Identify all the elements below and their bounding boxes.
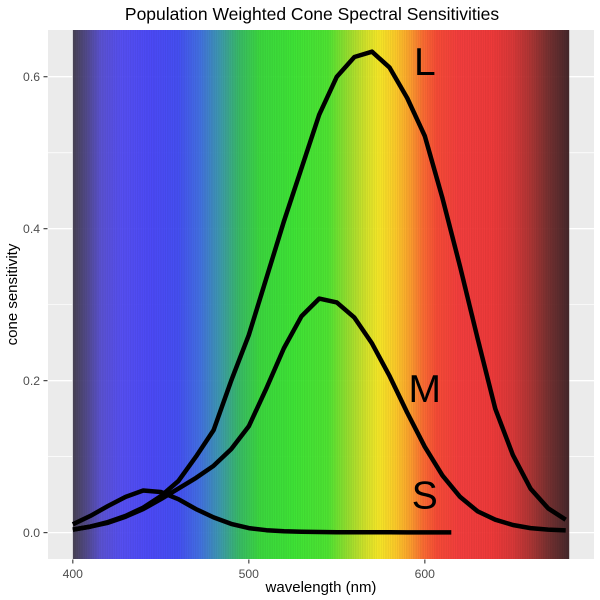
y-axis-tick-labels: 0.0 0.2 0.4 0.6	[23, 70, 40, 540]
label-L-cone: L	[414, 41, 436, 84]
x-axis-tick-marks	[72, 559, 426, 564]
curve-S-cone	[71, 488, 452, 535]
chart-title: Population Weighted Cone Spectral Sensit…	[125, 4, 499, 24]
y-axis-title: cone sensitivity	[4, 243, 21, 345]
curves	[71, 49, 567, 535]
y-tick-0.6: 0.6	[23, 70, 40, 84]
curve-annotations: L M S	[409, 41, 442, 517]
label-M-cone: M	[409, 368, 442, 411]
x-axis-tick-labels: 400 500 600	[63, 567, 436, 581]
y-tick-0.0: 0.0	[23, 526, 40, 540]
y-axis-tick-marks	[43, 76, 48, 534]
spectrum-band-texture	[72, 30, 570, 559]
curve-M-cone	[72, 296, 566, 533]
y-tick-0.4: 0.4	[23, 222, 40, 236]
label-S-cone: S	[412, 474, 438, 517]
x-tick-500: 500	[239, 567, 260, 581]
y-tick-0.2: 0.2	[23, 374, 40, 388]
x-tick-400: 400	[63, 567, 84, 581]
x-tick-600: 600	[415, 567, 436, 581]
x-axis-title: wavelength (nm)	[265, 579, 377, 596]
